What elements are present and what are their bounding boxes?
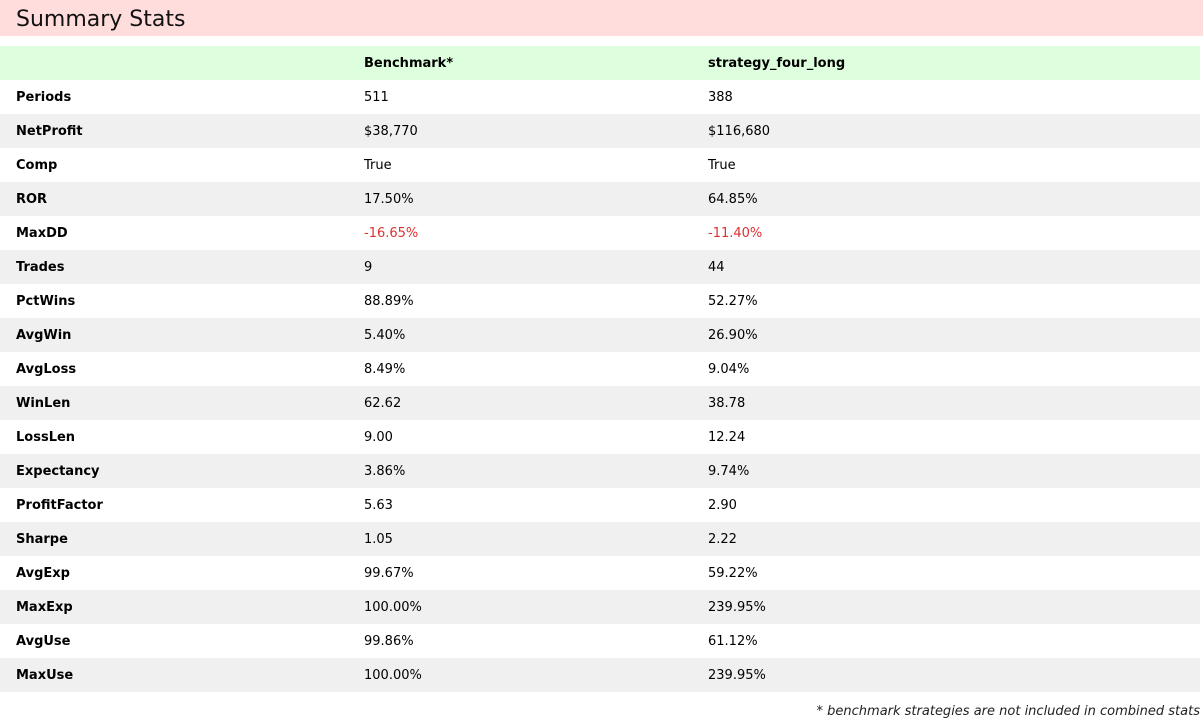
benchmark-value: 1.05 bbox=[364, 531, 393, 547]
strategy-value: 9.74% bbox=[708, 463, 750, 479]
metric-name: MaxExp bbox=[16, 599, 73, 615]
benchmark-value: True bbox=[364, 157, 392, 173]
metric-name: Trades bbox=[16, 259, 65, 275]
metric-name: Periods bbox=[16, 89, 72, 105]
footnote: * benchmark strategies are not included … bbox=[816, 704, 1200, 719]
metric-name: AvgUse bbox=[16, 633, 71, 649]
table-row: PctWins 88.89% 52.27% bbox=[0, 284, 1200, 318]
strategy-value: 12.24 bbox=[708, 429, 746, 445]
table-row: Expectancy 3.86% 9.74% bbox=[0, 454, 1200, 488]
table-row: AvgExp 99.67% 59.22% bbox=[0, 556, 1200, 590]
strategy-value: -11.40% bbox=[708, 225, 763, 241]
metric-name: ROR bbox=[16, 191, 48, 207]
title-bar: Summary Stats bbox=[0, 0, 1203, 36]
strategy-value: 26.90% bbox=[708, 327, 758, 343]
benchmark-value: $38,770 bbox=[364, 123, 418, 139]
table-row: MaxUse 100.00% 239.95% bbox=[0, 658, 1200, 692]
page-title: Summary Stats bbox=[16, 7, 186, 32]
metric-name: MaxUse bbox=[16, 667, 74, 683]
strategy-value: 52.27% bbox=[708, 293, 758, 309]
column-header-strategy: strategy_four_long bbox=[708, 55, 846, 71]
table-row: NetProfit $38,770 $116,680 bbox=[0, 114, 1200, 148]
column-header-benchmark: Benchmark* bbox=[364, 55, 454, 71]
table-row: Periods 511 388 bbox=[0, 80, 1200, 114]
strategy-value: 64.85% bbox=[708, 191, 758, 207]
strategy-value: 38.78 bbox=[708, 395, 746, 411]
summary-stats-table: Benchmark* strategy_four_long Periods 51… bbox=[0, 46, 1200, 692]
table-row: ROR 17.50% 64.85% bbox=[0, 182, 1200, 216]
strategy-value: $116,680 bbox=[708, 123, 771, 139]
table-row: Trades 9 44 bbox=[0, 250, 1200, 284]
benchmark-value: 511 bbox=[364, 89, 389, 105]
metric-name: PctWins bbox=[16, 293, 76, 309]
strategy-value: 239.95% bbox=[708, 599, 766, 615]
table-row: AvgWin 5.40% 26.90% bbox=[0, 318, 1200, 352]
table-row: MaxDD -16.65% -11.40% bbox=[0, 216, 1200, 250]
metric-name: LossLen bbox=[16, 429, 76, 445]
table-row: AvgUse 99.86% 61.12% bbox=[0, 624, 1200, 658]
benchmark-value: -16.65% bbox=[364, 225, 419, 241]
benchmark-value: 100.00% bbox=[364, 599, 422, 615]
benchmark-value: 9.00 bbox=[364, 429, 393, 445]
metric-name: MaxDD bbox=[16, 225, 68, 241]
benchmark-value: 9 bbox=[364, 259, 373, 275]
benchmark-value: 100.00% bbox=[364, 667, 422, 683]
strategy-value: 2.22 bbox=[708, 531, 737, 547]
metric-name: WinLen bbox=[16, 395, 71, 411]
strategy-value: 9.04% bbox=[708, 361, 750, 377]
benchmark-value: 99.67% bbox=[364, 565, 414, 581]
strategy-value: 61.12% bbox=[708, 633, 758, 649]
table-row: ProfitFactor 5.63 2.90 bbox=[0, 488, 1200, 522]
benchmark-value: 88.89% bbox=[364, 293, 414, 309]
strategy-value: 59.22% bbox=[708, 565, 758, 581]
strategy-value: 2.90 bbox=[708, 497, 737, 513]
strategy-value: True bbox=[708, 157, 736, 173]
table-body: Periods 511 388 NetProfit $38,770 $116,6… bbox=[0, 80, 1200, 692]
benchmark-value: 5.40% bbox=[364, 327, 406, 343]
metric-name: AvgWin bbox=[16, 327, 72, 343]
metric-name: Comp bbox=[16, 157, 58, 173]
benchmark-value: 62.62 bbox=[364, 395, 402, 411]
benchmark-value: 3.86% bbox=[364, 463, 406, 479]
table-row: LossLen 9.00 12.24 bbox=[0, 420, 1200, 454]
benchmark-value: 17.50% bbox=[364, 191, 414, 207]
strategy-value: 44 bbox=[708, 259, 725, 275]
table-row: WinLen 62.62 38.78 bbox=[0, 386, 1200, 420]
strategy-value: 239.95% bbox=[708, 667, 766, 683]
table-row: Comp True True bbox=[0, 148, 1200, 182]
metric-name: Sharpe bbox=[16, 531, 68, 547]
metric-name: Expectancy bbox=[16, 463, 100, 479]
table-row: MaxExp 100.00% 239.95% bbox=[0, 590, 1200, 624]
strategy-value: 388 bbox=[708, 89, 733, 105]
table-header-row: Benchmark* strategy_four_long bbox=[0, 46, 1200, 80]
column-header-metric bbox=[0, 46, 348, 80]
table-row: AvgLoss 8.49% 9.04% bbox=[0, 352, 1200, 386]
benchmark-value: 99.86% bbox=[364, 633, 414, 649]
metric-name: AvgExp bbox=[16, 565, 70, 581]
metric-name: NetProfit bbox=[16, 123, 83, 139]
metric-name: AvgLoss bbox=[16, 361, 77, 377]
benchmark-value: 5.63 bbox=[364, 497, 393, 513]
table-row: Sharpe 1.05 2.22 bbox=[0, 522, 1200, 556]
benchmark-value: 8.49% bbox=[364, 361, 406, 377]
metric-name: ProfitFactor bbox=[16, 497, 103, 513]
